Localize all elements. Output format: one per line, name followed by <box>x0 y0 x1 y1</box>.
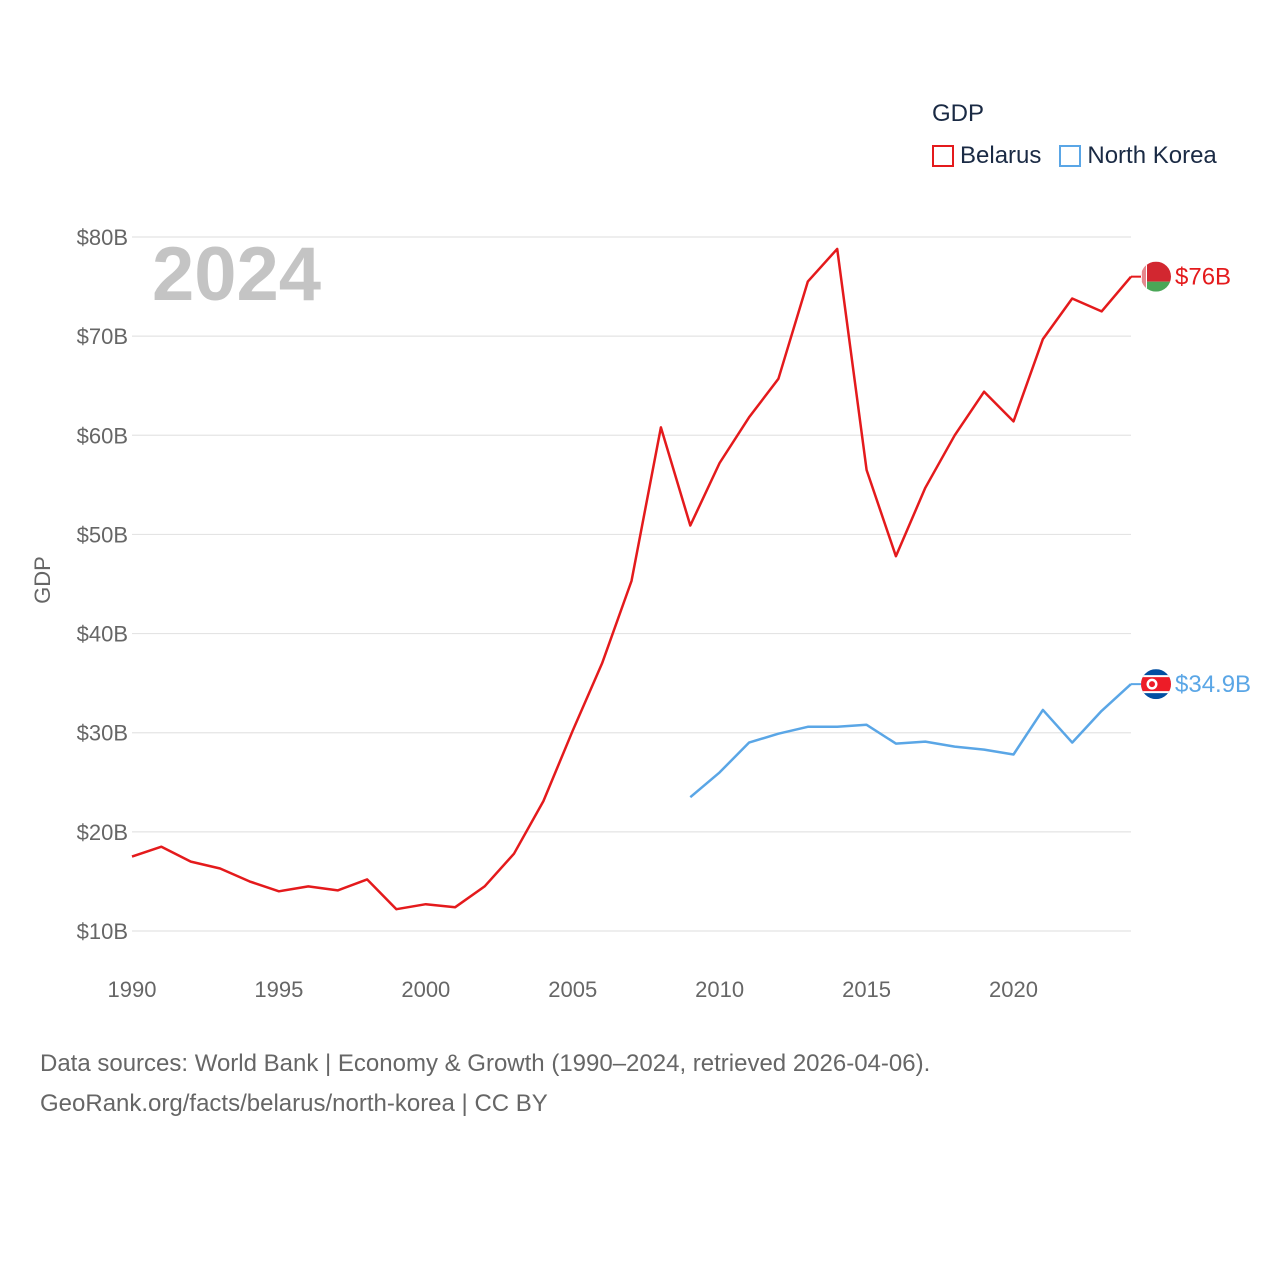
x-tick-label: 2010 <box>695 977 744 1002</box>
flag-north-korea-icon <box>1141 669 1171 700</box>
y-tick-label: $30B <box>77 721 128 746</box>
legend-label-belarus: Belarus <box>960 142 1042 169</box>
x-tick-label: 2015 <box>842 977 891 1002</box>
y-tick-label: $80B <box>77 225 128 250</box>
x-tick-label: 2000 <box>401 977 450 1002</box>
footer-line-1: Data sources: World Bank | Economy & Gro… <box>40 1050 931 1077</box>
x-tick-label: 1995 <box>254 977 303 1002</box>
legend-swatch-north-korea <box>1059 145 1082 167</box>
y-axis-title: GDP <box>30 556 55 604</box>
end-value-label-north-korea: $34.9B <box>1175 671 1251 698</box>
x-tick-label: 2020 <box>989 977 1038 1002</box>
legend-item-belarus[interactable]: Belarus <box>932 142 1041 170</box>
end-value-label-belarus: $76B <box>1175 264 1231 291</box>
footer-line-2[interactable]: GeoRank.org/facts/belarus/north-korea | … <box>40 1090 548 1117</box>
legend-label-north-korea: North Korea <box>1087 142 1217 169</box>
x-tick-label: 1990 <box>108 977 157 1002</box>
footer-sources: Data sources: World Bank | Economy & Gro… <box>40 1044 930 1124</box>
legend-swatch-belarus <box>932 145 954 167</box>
y-tick-label: $50B <box>77 522 128 547</box>
y-tick-label: $70B <box>77 324 128 349</box>
series-line-belarus[interactable] <box>131 247 1132 911</box>
x-tick-label: 2005 <box>548 977 597 1002</box>
flag-belarus-icon <box>1141 261 1171 292</box>
series-end-labels: $76B $34.9B <box>1131 261 1251 700</box>
x-axis: 1990 1995 2000 2005 2010 2015 2020 <box>108 977 1038 1002</box>
y-tick-label: $40B <box>77 622 128 647</box>
legend-item-north-korea[interactable]: North Korea <box>1059 142 1217 170</box>
legend: GDP Belarus North Korea <box>932 100 1217 170</box>
grid-lines <box>132 236 1131 932</box>
y-tick-label: $20B <box>77 820 128 845</box>
y-tick-label: $60B <box>77 423 128 448</box>
y-tick-label: $10B <box>77 919 128 944</box>
y-axis: $10B $20B $30B $40B $50B $60B $70B $80B <box>77 225 128 944</box>
legend-title: GDP <box>932 100 985 127</box>
series-line-north-korea[interactable] <box>689 683 1132 799</box>
current-year-label: 2024 <box>152 232 321 317</box>
series-lines <box>131 247 1132 911</box>
